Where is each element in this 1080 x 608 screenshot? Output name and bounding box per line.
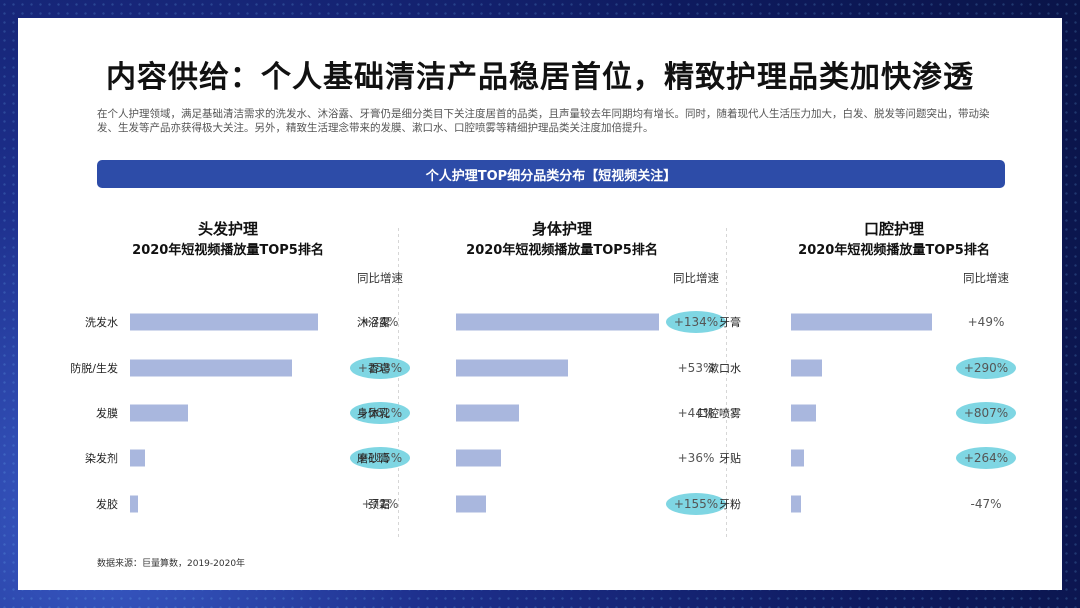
category-label: 牙贴	[719, 452, 741, 465]
category-label: 发胶	[96, 498, 118, 511]
bar-mark	[130, 359, 292, 377]
bar-mark	[130, 449, 146, 467]
category-label: 发膜	[96, 407, 118, 420]
bar-mark	[791, 495, 801, 513]
chart-panel-hair: 头发护理 2020年短视频播放量TOP5排名同比增速洗发水 +74% 防脱/生发 +15…	[58, 216, 410, 546]
bar-mark	[456, 495, 487, 513]
category-label: 洗发水	[85, 316, 118, 329]
growth-rate-label: -47%	[970, 497, 1002, 511]
growth-rate-label: +49%	[967, 315, 1005, 329]
category-label: 沐浴露	[357, 316, 390, 329]
bar-mark	[456, 313, 659, 331]
growth-rate-label: +74%	[361, 315, 399, 329]
chart-subtitle: 2020年短视频播放量TOP5排名	[466, 243, 658, 258]
growth-rate-label: +134%	[666, 311, 726, 333]
chart-title: 身体护理	[531, 220, 592, 238]
category-label: 身体乳	[357, 407, 390, 420]
chart-title: 口腔护理	[863, 220, 924, 238]
chart-title: 头发护理	[197, 220, 258, 238]
category-label: 染发剂	[85, 452, 118, 465]
panel-divider	[726, 228, 727, 538]
bar-mark	[456, 359, 568, 377]
growth-rate-label: +115%	[350, 447, 410, 469]
bar-mark	[791, 313, 932, 331]
section-banner: 个人护理TOP细分品类分布【短视频关注】	[97, 160, 1005, 188]
category-label: 漱口水	[708, 362, 741, 375]
bar-mark	[456, 404, 519, 422]
bar-mark	[791, 359, 823, 377]
growth-rate-label: +44%	[677, 406, 715, 420]
category-label: 香皂	[368, 362, 390, 375]
bar-mark	[791, 449, 804, 467]
category-label: 颈霜	[368, 498, 390, 511]
growth-rate-label: +36%	[677, 451, 715, 465]
page-title: 内容供给：个人基础清洁产品稳居首位，精致护理品类加快渗透	[106, 60, 974, 95]
description-text: 在个人护理领域，满足基础清洁需求的洗发水、沐浴露、牙膏仍是细分类目下关注度居首的…	[97, 108, 990, 134]
growth-rate-label: +562%	[350, 402, 410, 424]
growth-header: 同比增速	[963, 271, 1009, 285]
bar-mark	[130, 404, 189, 422]
growth-rate-label: +807%	[956, 402, 1016, 424]
category-label: 磨砂膏	[357, 452, 390, 465]
category-label: 口腔喷雾	[697, 407, 741, 420]
category-label: 牙粉	[719, 498, 741, 511]
growth-header: 同比增速	[673, 271, 719, 285]
growth-rate-label: +155%	[666, 493, 726, 515]
growth-rate-label: +290%	[956, 357, 1016, 379]
growth-rate-label: +71%	[361, 497, 399, 511]
panel-divider	[398, 228, 399, 538]
data-source: 数据来源：巨量算数，2019-2020年	[97, 559, 246, 569]
growth-rate-label: +53%	[677, 361, 715, 375]
growth-rate-label: +158%	[350, 357, 410, 379]
chart-subtitle: 2020年短视频播放量TOP5排名	[132, 243, 324, 258]
bar-mark	[130, 313, 318, 331]
chart-panel-body: 身体护理 2020年短视频播放量TOP5排名同比增速沐浴露 +134% 香皂 +53% 身…	[357, 216, 726, 546]
bar-mark	[130, 495, 138, 513]
chart-panel-oral: 口腔护理 2020年短视频播放量TOP5排名同比增速牙膏 +49% 漱口水 +290% 口…	[697, 216, 1062, 546]
category-label: 牙膏	[719, 316, 741, 329]
chart-subtitle: 2020年短视频播放量TOP5排名	[798, 243, 990, 258]
category-label: 防脱/生发	[70, 362, 118, 375]
growth-header: 同比增速	[357, 271, 403, 285]
content-card: 内容供给：个人基础清洁产品稳居首位，精致护理品类加快渗透 在个人护理领域，满足基…	[18, 18, 1062, 590]
bar-mark	[791, 404, 817, 422]
bar-mark	[456, 449, 501, 467]
growth-rate-label: +264%	[956, 447, 1016, 469]
